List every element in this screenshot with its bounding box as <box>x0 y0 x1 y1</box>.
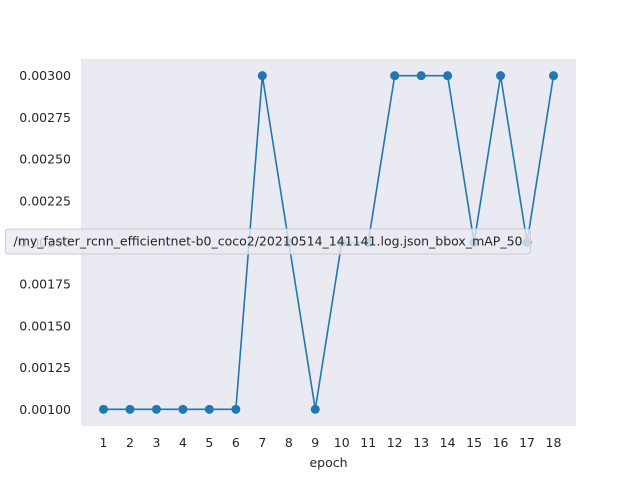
x-tick-label: 15 <box>466 435 482 450</box>
data-point <box>416 71 426 81</box>
x-tick-label: 9 <box>311 435 319 450</box>
y-tick-label: 0.00125 <box>19 360 71 375</box>
x-tick-label: 6 <box>232 435 240 450</box>
x-tick-label: 16 <box>493 435 509 450</box>
x-tick-label: 14 <box>440 435 456 450</box>
data-point <box>549 71 558 81</box>
x-axis-title: epoch <box>309 455 347 470</box>
x-tick-label: 12 <box>387 435 403 450</box>
y-tick-label: 0.00300 <box>19 68 71 83</box>
x-tick-label: 11 <box>360 435 376 450</box>
legend: /my_faster_rcnn_efficientnet-b0_coco2/20… <box>4 228 532 255</box>
data-point <box>204 404 214 414</box>
y-tick-label: 0.00175 <box>19 277 71 292</box>
data-point <box>310 404 320 414</box>
x-tick-label: 5 <box>205 435 213 450</box>
x-tick-label: 4 <box>179 435 187 450</box>
x-tick-label: 8 <box>285 435 293 450</box>
legend-entry: /my_faster_rcnn_efficientnet-b0_coco2/20… <box>13 234 522 249</box>
x-tick-label: 17 <box>519 435 535 450</box>
data-point <box>443 71 453 81</box>
data-point <box>496 71 506 81</box>
data-point <box>151 404 161 414</box>
data-point <box>231 404 241 414</box>
x-tick-label: 1 <box>100 435 108 450</box>
x-tick-label: 2 <box>126 435 134 450</box>
x-tick-label: 10 <box>334 435 350 450</box>
data-point <box>99 404 108 414</box>
y-tick-label: 0.00275 <box>19 110 71 125</box>
x-tick-label: 13 <box>413 435 429 450</box>
y-tick-label: 0.00150 <box>19 318 71 333</box>
x-tick-label: 7 <box>258 435 266 450</box>
data-point <box>390 71 400 81</box>
y-tick-label: 0.00100 <box>19 402 71 417</box>
data-point <box>257 71 267 81</box>
x-tick-label: 18 <box>546 435 562 450</box>
y-tick-label: 0.00250 <box>19 152 71 167</box>
x-tick-label: 3 <box>152 435 160 450</box>
legend-box <box>4 228 532 255</box>
x-axis: 1 2 3 4 5 6 7 8 9 10 11 12 13 14 15 16 17 18 <box>100 435 562 450</box>
y-tick-label: 0.00225 <box>19 193 71 208</box>
data-point <box>178 404 188 414</box>
data-point <box>125 404 135 414</box>
